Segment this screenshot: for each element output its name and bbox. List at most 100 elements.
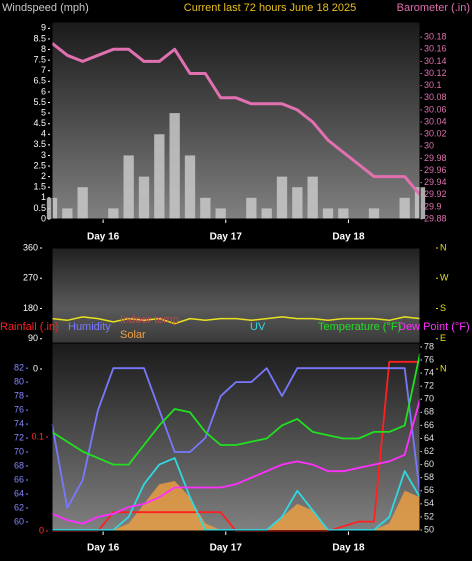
bar [184,155,196,219]
line [51,398,421,525]
legend-label: Dew Point (°F) [398,321,470,333]
y-tick-label: 80 [14,377,24,387]
y-tick-label: 76 [14,404,24,414]
y-tick-label: 3 [41,150,46,160]
line [51,316,421,325]
legend-label: Rainfall (.in) [0,321,59,333]
y-tick-label: 0 [41,213,46,223]
bar [261,208,272,219]
y-tick-label: 8.5 [33,33,46,43]
bar [246,197,257,219]
legend-label: Humidity [68,321,111,333]
bar [215,208,226,219]
line [51,42,422,196]
y-tick-label: 78 [14,390,24,400]
y2-tick-label: 29.94 [424,177,447,187]
y2-tick-label: 30.04 [424,116,447,126]
y-tick-label: 9 [41,23,46,33]
bar [399,197,410,219]
y2-tick-label: 29.92 [424,189,447,199]
y-tick-label: 74 [14,418,24,428]
y-tick-label: 62 [14,502,24,512]
y-tick-label: 6.5 [33,76,46,86]
y2-tick-label: 50 [424,524,434,534]
y2-tick-label: 74 [424,367,434,377]
legend-label: Temperature (°F) [318,321,401,333]
y-tick-label: 5.5 [33,97,46,107]
bar [138,176,150,219]
y2-tick-label: 70 [424,394,434,404]
y2-tick-label: 62 [424,446,434,456]
bar [77,187,88,219]
x-tick-label: Day 16 [87,232,120,243]
y2-tick-label: 30.14 [424,56,447,66]
y2-tick-label: 58 [424,472,434,482]
y-tick-label: 1 [41,192,46,202]
y2-tick-label: 30.02 [424,129,447,139]
y2-tick-label: E [440,333,446,343]
bar [154,134,165,219]
y2-tick-label: W [440,273,449,283]
y-tick-label: 82 [14,363,24,373]
y2-tick-label: 29.88 [424,213,447,223]
legend-label: Solar [120,329,146,341]
y2-tick-label: 30.18 [424,32,447,42]
y-tick-label: 60 [14,516,24,526]
y2-tick-label: 30.16 [424,44,447,54]
y2-tick-label: S [440,303,446,313]
y-tick-label: 5 [41,107,46,117]
y-tick-label: 6 [41,86,46,96]
y2-tick-label: 68 [424,407,434,417]
y-tick-label: 4.5 [33,118,46,128]
y-tick-label: 3.5 [33,139,46,149]
y-tick-label: 1.5 [33,182,46,192]
y2-tick-label: 60 [424,459,434,469]
chart-title: Current last 72 hours June 18 2025 [184,2,356,14]
y2-tick-label: 29.96 [424,165,447,175]
bar [276,176,288,219]
x-tick-label: Day 17 [210,232,243,243]
y-tick-label: 66 [14,474,24,484]
y2-tick-label: 54 [424,498,434,508]
bar [368,208,380,219]
bar [169,113,180,219]
y-tick-label: 180 [23,303,38,313]
y2-tick-label: 78 [424,341,434,351]
line [51,367,421,509]
y-tick-label: 0.5 [33,203,46,213]
y-tick-label: 4 [41,129,46,139]
legend-label: Windspeed (mph) [2,2,89,14]
y-tick-label: 360 [23,242,38,252]
bar [292,187,303,219]
line [52,457,421,531]
y-tick-label: 70 [14,446,24,456]
y2-tick-label: 30.06 [424,104,447,114]
y-tick-label: 72 [14,432,24,442]
bar [108,208,119,219]
y2-tick-label: 66 [424,420,434,430]
y2-tick-label: 30.12 [424,68,447,78]
plot-area [52,22,420,219]
legend-label: Indoor temp [120,314,179,326]
legend-label: UV [250,321,266,333]
y2-tick-label: 30.1 [424,80,442,90]
y3-tick-label: 0 [39,525,44,535]
plot-area [52,343,420,531]
y-tick-label: 2 [41,171,46,181]
bar [307,176,318,219]
y-tick-label: 0 [33,363,38,373]
bar [123,155,134,219]
y2-tick-label: 30.08 [424,92,447,102]
y2-tick-label: 29.9 [424,201,442,211]
plot-border [51,21,421,220]
legend-label: Barometer (.in) [397,2,470,14]
x-tick-label: Day 17 [210,543,243,554]
y-tick-label: 8 [41,44,46,54]
bar [62,208,73,219]
bar [338,208,349,219]
y2-tick-label: 52 [424,511,434,521]
y-tick-label: 7 [41,65,46,75]
line [51,353,421,466]
